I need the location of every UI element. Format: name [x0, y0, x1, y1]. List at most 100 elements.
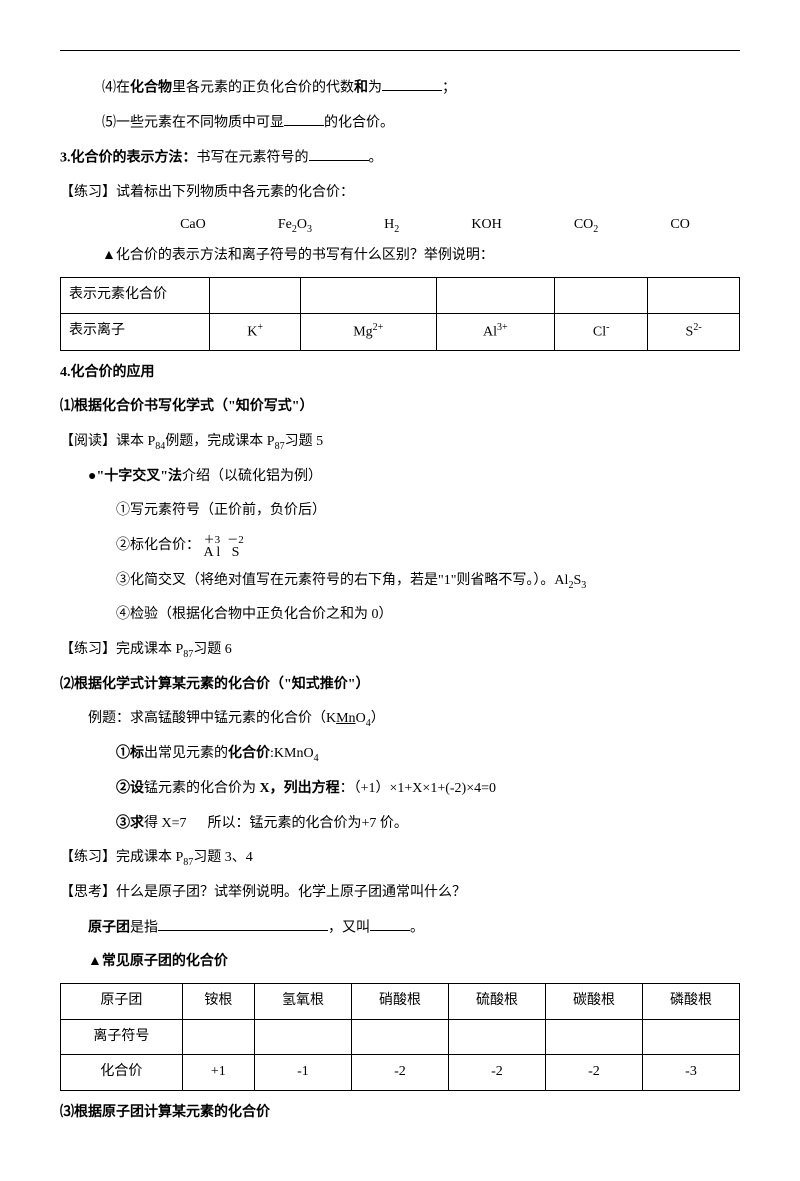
cell: -2 — [545, 1055, 642, 1091]
text: ：（+1）×1+X×1+(-2)×4=0 — [340, 781, 496, 796]
text: 【阅读】课本 P — [60, 434, 155, 449]
f: KOH — [471, 217, 501, 232]
blank — [370, 915, 410, 931]
text: 是指 — [130, 920, 158, 935]
cell — [448, 1019, 545, 1055]
page-top-rule — [60, 50, 740, 52]
triangle-note-1: ▲化合价的表示方法和离子符号的书写有什么区别？举例说明： — [60, 240, 740, 273]
heading: 3.化合价的表示方法： — [60, 150, 197, 165]
bold-text: ●"十字交叉"法 — [88, 469, 182, 484]
sub: 2 — [593, 223, 598, 234]
bold-text: 化合物 — [130, 80, 172, 95]
cell — [254, 1019, 351, 1055]
practice-2: 【练习】完成课本 P87习题 6 — [60, 634, 740, 667]
bold: ③求 — [116, 816, 144, 831]
method-1: ①标出常见元素的化合价:KMnO4 — [60, 738, 740, 771]
ion-table: 表示元素化合价 表示离子 K+ Mg2+ Al3+ Cl- S2- — [60, 277, 740, 351]
text: 习题 5 — [285, 434, 324, 449]
text: ） — [371, 711, 385, 726]
table-row: 表示元素化合价 — [61, 277, 740, 313]
element: S — [232, 545, 240, 560]
cell: -2 — [351, 1055, 448, 1091]
section-4-3: ⑶根据原子团计算某元素的化合价 — [60, 1097, 740, 1130]
text: 里各元素的正负化合价的代数 — [172, 80, 354, 95]
practice-1: 【练习】试着标出下列物质中各元素的化合价： — [60, 177, 740, 210]
triangle-note-2: ▲常见原子团的化合价 — [60, 946, 740, 979]
ion: K — [247, 324, 257, 339]
f: Fe — [278, 217, 292, 232]
f: H — [384, 217, 394, 232]
text: ③化简交叉（将绝对值写在元素符号的右下角，若是"1"则省略不写。）。Al — [116, 573, 568, 588]
bold: 原子团 — [88, 920, 130, 935]
f: CO — [574, 217, 593, 232]
table-row: 化合价 +1 -1 -2 -2 -2 -3 — [61, 1055, 740, 1091]
cell: K+ — [210, 313, 301, 350]
text: 得 X=7 — [144, 816, 187, 831]
sub: 3 — [581, 579, 586, 590]
text: 习题 3、4 — [193, 850, 253, 865]
cell — [436, 277, 555, 313]
formula: H2 — [384, 212, 399, 239]
step-2: ②标化合价： ＋3 A l －2 S — [60, 530, 740, 563]
bold-text: 和 — [354, 80, 368, 95]
bold: 化合价 — [228, 746, 270, 761]
item-4: ⑷在化合物里各元素的正负化合价的代数和为； — [60, 72, 740, 105]
cell: 硝酸根 — [351, 984, 448, 1020]
text: ▲化合价的表示方法和离子符号的书写有什么区别？举例说明： — [102, 248, 494, 263]
text: ⑸一些元素在不同物质中可显 — [102, 115, 284, 130]
cell: -3 — [642, 1055, 739, 1091]
valence-s: －2 S — [227, 535, 244, 560]
ion: Cl — [593, 324, 606, 339]
bold: ，列出方程 — [270, 781, 340, 796]
element: A l — [204, 545, 221, 560]
ion: Mg — [353, 324, 372, 339]
text: 【练习】完成课本 P — [60, 850, 183, 865]
text: 。 — [410, 920, 424, 935]
f: O — [297, 217, 307, 232]
sub: 84 — [155, 441, 165, 452]
text: 出常见元素的 — [144, 746, 228, 761]
cell: -2 — [448, 1055, 545, 1091]
cell: 表示离子 — [61, 313, 210, 350]
atom-group: 原子团是指 ，又叫 。 — [60, 912, 740, 945]
text: 例题，完成课本 P — [165, 434, 274, 449]
section-3: 3.化合价的表示方法：书写在元素符号的。 — [60, 142, 740, 175]
cell: -1 — [254, 1055, 351, 1091]
method-2: ②设锰元素的化合价为 X，列出方程：（+1）×1+X×1+(-2)×4=0 — [60, 773, 740, 806]
sub: 87 — [275, 441, 285, 452]
blank — [284, 110, 324, 126]
text: 所以：锰元素的化合价为+7 价。 — [208, 816, 408, 831]
formula: Fe2O3 — [278, 212, 312, 239]
cell — [642, 1019, 739, 1055]
table-row: 原子团 铵根 氢氧根 硝酸根 硫酸根 碳酸根 磷酸根 — [61, 984, 740, 1020]
text: ②标化合价： — [116, 538, 200, 553]
cell: 磷酸根 — [642, 984, 739, 1020]
cell: S2- — [648, 313, 740, 350]
cell — [182, 1019, 254, 1055]
practice-3: 【练习】完成课本 P87习题 3、4 — [60, 842, 740, 875]
text: 锰元素的化合价为 — [144, 781, 256, 796]
step-3: ③化简交叉（将绝对值写在元素符号的右下角，若是"1"则省略不写。）。Al2S3 — [60, 565, 740, 598]
sup: 2+ — [373, 322, 384, 333]
cell: 硫酸根 — [448, 984, 545, 1020]
blank — [309, 145, 369, 161]
formula: CO2 — [574, 212, 598, 239]
sup: 3+ — [497, 322, 508, 333]
text: ，又叫 — [328, 920, 370, 935]
text: :KMnO — [270, 746, 314, 761]
section-4-1: ⑴根据化合价书写化学式（"知价写式"） — [60, 391, 740, 424]
ion: Al — [483, 324, 497, 339]
section-4-2: ⑵根据化学式计算某元素的化合价（"知式推价"） — [60, 669, 740, 702]
cell: 表示元素化合价 — [61, 277, 210, 313]
cell — [648, 277, 740, 313]
cell: 化合价 — [61, 1055, 183, 1091]
table-row: 离子符号 — [61, 1019, 740, 1055]
bold: X — [256, 781, 270, 796]
read-1: 【阅读】课本 P84例题，完成课本 P87习题 5 — [60, 426, 740, 459]
valence-al: ＋3 A l — [204, 535, 221, 560]
sub: 87 — [183, 649, 193, 660]
underline: Mn — [336, 711, 355, 726]
section-4: 4.化合价的应用 — [60, 357, 740, 390]
atom-group-table: 原子团 铵根 氢氧根 硝酸根 硫酸根 碳酸根 磷酸根 离子符号 化合价 +1 -… — [60, 983, 740, 1091]
cell — [545, 1019, 642, 1055]
